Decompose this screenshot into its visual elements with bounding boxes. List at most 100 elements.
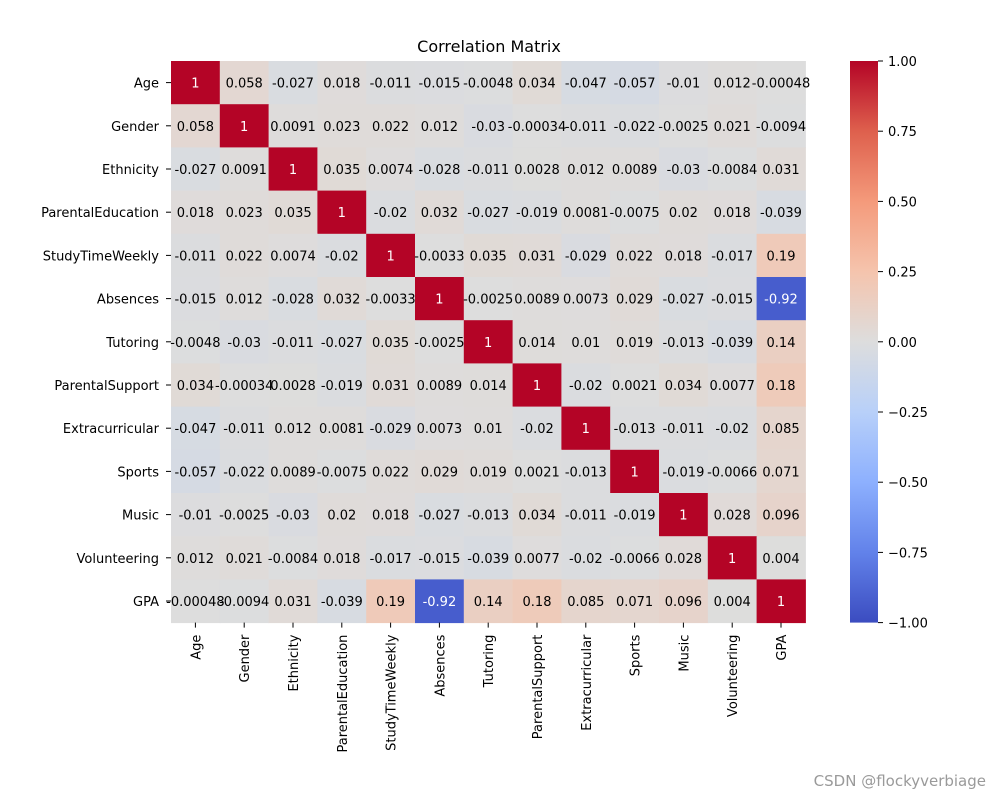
heatmap-cell [512,493,562,537]
cell-value-label: 0.035 [274,206,311,221]
heatmap-cell [268,233,318,278]
heatmap-cell [171,449,221,494]
heatmap-cell [561,406,611,451]
heatmap-cell [707,406,758,451]
cell-value-label: -0.0033 [366,293,416,308]
cell-value-label: 0.018 [372,509,409,524]
colorbar-tick-label: 0.25 [888,266,917,281]
cell-value-label: -0.0025 [219,509,269,524]
heatmap-cell [268,147,318,192]
cell-value-label: -0.029 [565,249,607,264]
cell-value-label: 1 [728,552,736,567]
x-axis-tick-labels: Age Gender Ethnicity ParentalEducation Study… [189,622,790,753]
cell-value-label: 0.031 [372,379,409,394]
cell-value-label: 0.0089 [514,293,560,308]
heatmap-cell [366,104,416,148]
cell-value-label: -0.011 [174,249,216,264]
cell-value-label: 0.01 [474,422,503,437]
heatmap-cell [512,61,562,105]
cell-value-label: 0.012 [274,422,311,437]
y-axis-tick-labels: Age Gender Ethnicity ParentalEducation Study… [41,77,171,610]
heatmap-cell [366,493,416,537]
y-tick-label: GPA [133,595,159,610]
cell-value-label: 0.071 [616,595,653,610]
colorbar-tick-label: 0.75 [888,125,917,140]
heatmap-cell [219,233,270,278]
heatmap-cell [171,363,221,408]
heatmap-cell [610,233,660,278]
y-tick-label: Gender [111,120,160,135]
cell-value-label: 0.018 [323,552,360,567]
heatmap-cell [561,104,611,148]
heatmap-cell [268,579,318,624]
heatmap-cell [171,493,221,537]
heatmap-cell [219,320,270,364]
heatmap-cell [317,363,367,408]
colorbar-tick-label: −0.25 [888,406,928,421]
cell-value-label: -0.027 [662,293,704,308]
heatmap-cell [366,579,416,624]
heatmap-cell [366,363,416,408]
colorbar-tick-label: 0.00 [888,336,917,351]
cell-value-label: 0.012 [421,120,458,135]
cell-value-label: 0.14 [474,595,503,610]
heatmap-cell [512,320,562,364]
heatmap-cell [317,320,367,364]
cell-value-label: 0.012 [714,77,751,92]
cell-value-label: 1 [386,249,394,264]
cell-value-label: 1 [435,293,443,308]
cell-value-label: 0.023 [226,206,263,221]
heatmap-cell [756,449,806,494]
heatmap-cell [268,449,318,494]
cell-value-label: 0.0091 [221,163,267,178]
cell-value-label: -0.039 [467,552,509,567]
watermark-text: CSDN @flockyverbiage [813,772,986,790]
cell-value-label: -0.0025 [658,120,708,135]
cell-value-label: 0.096 [665,595,702,610]
cell-value-label: -0.015 [174,293,216,308]
cell-value-label: 0.085 [762,422,799,437]
cell-value-label: -0.011 [662,422,704,437]
cell-value-label: 0.031 [274,595,311,610]
heatmap-cell [561,147,611,192]
cell-value-label: 0.029 [616,293,653,308]
cell-value-label: 0.012 [226,293,263,308]
cell-value-label: 0.18 [767,379,796,394]
cell-value-label: -0.92 [764,293,798,308]
cell-value-label: 0.031 [518,249,555,264]
heatmap-cell [561,449,611,494]
x-tick-label: Absences [433,634,448,696]
heatmap-cell [171,320,221,364]
cell-value-label: -0.03 [667,163,701,178]
cell-value-label: 0.02 [669,206,698,221]
heatmap-cell [171,233,221,278]
cell-value-label: 0.035 [323,163,360,178]
heatmap-cell [561,277,611,321]
cell-value-label: 0.0089 [612,163,658,178]
heatmap-cell [463,277,514,321]
heatmap-cell [317,579,367,624]
heatmap-cell [756,104,806,148]
heatmap-cell [756,363,806,408]
cell-value-label: 0.19 [376,595,405,610]
heatmap-cell [756,190,806,235]
heatmap-cell [659,104,709,148]
heatmap-cell [512,147,562,192]
x-tick-label: ParentalEducation [336,635,351,753]
x-tick-label: Age [189,635,204,660]
heatmap-cell [219,61,270,105]
cell-value-label: -0.022 [614,120,656,135]
cell-value-label: 0.0028 [514,163,560,178]
heatmap-cell [268,536,318,580]
x-tick-label: Tutoring [482,635,497,689]
heatmap-cell [561,190,611,235]
cell-value-label: -0.027 [418,509,460,524]
cell-value-label: -0.0094 [219,595,269,610]
cell-value-label: 1 [679,509,687,524]
cell-value-label: -0.011 [272,336,314,351]
heatmap-cell [268,493,318,537]
heatmap-cell [463,233,514,278]
cell-value-label: 0.0089 [417,379,463,394]
cell-value-label: -0.0075 [610,206,660,221]
heatmap-cell [415,147,465,192]
